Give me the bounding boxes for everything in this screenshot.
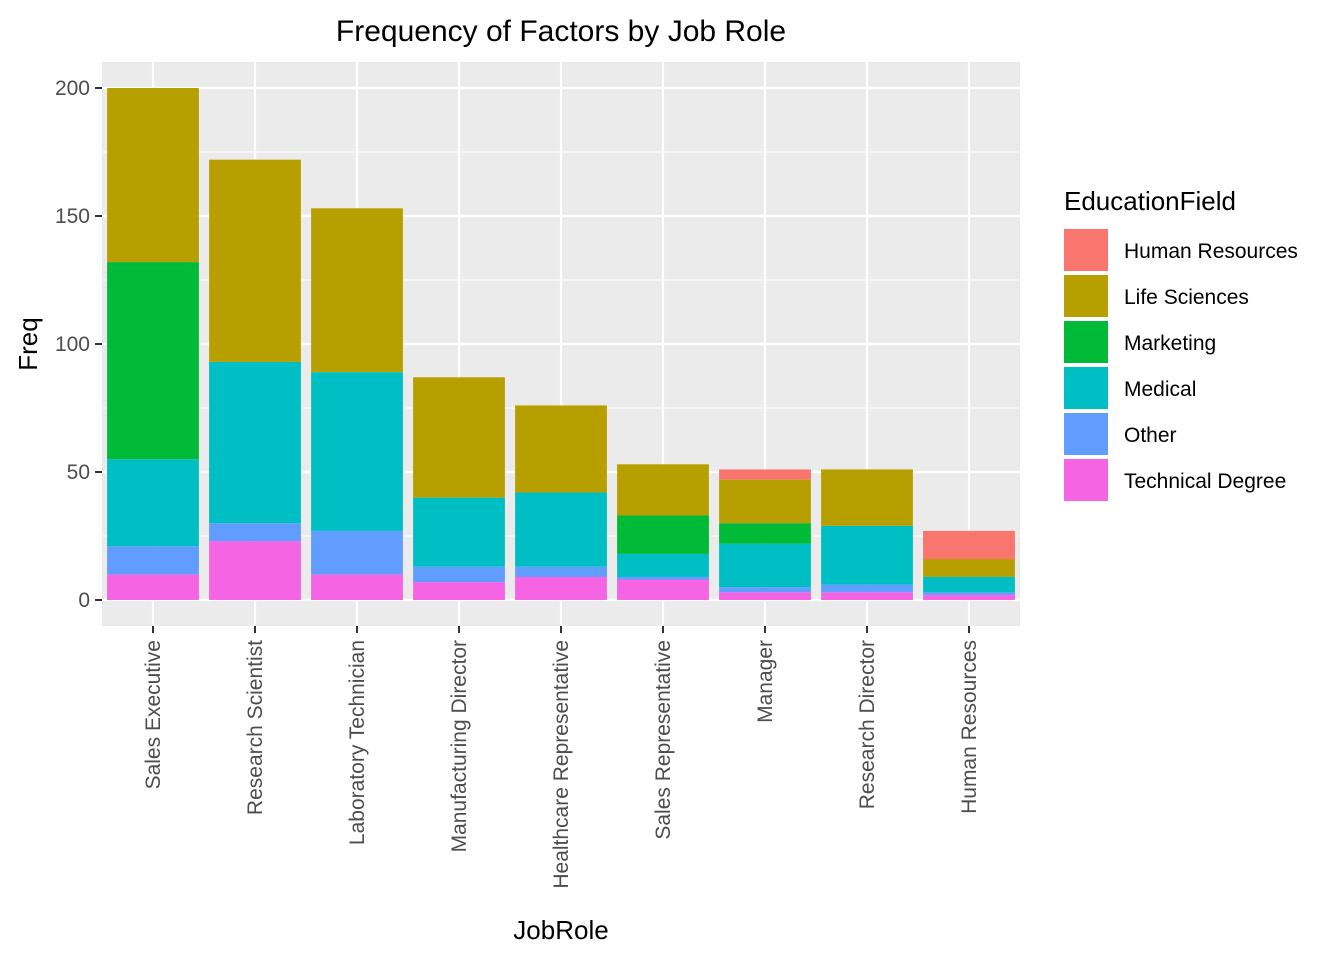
legend-key (1064, 275, 1108, 317)
bar-segment (107, 459, 199, 547)
chart-title: Frequency of Factors by Job Role (336, 15, 786, 48)
bar-segment (107, 88, 199, 263)
bars (107, 88, 1015, 600)
bar-segment (311, 208, 403, 373)
y-axis-title: Freq (13, 317, 43, 370)
legend-key (1064, 459, 1108, 501)
bar-segment (719, 479, 811, 524)
bar-segment (617, 576, 709, 580)
bar-segment (311, 372, 403, 531)
bar-segment (821, 469, 913, 526)
x-tick-label: Manager (754, 640, 777, 723)
bar-segment (923, 576, 1015, 593)
bar-segment (311, 530, 403, 575)
bar-segment (617, 553, 709, 577)
bar-segment (821, 592, 913, 600)
bar-segment (821, 584, 913, 593)
y-tick-label: 100 (55, 333, 90, 356)
bar-segment (209, 523, 301, 542)
bar-segment (617, 464, 709, 516)
y-tick-label: 50 (67, 461, 90, 484)
bar-segment (719, 587, 811, 593)
bar-segment (515, 576, 607, 600)
x-tick-label: Research Scientist (244, 640, 267, 815)
x-axis: Sales Executive Research Scientist Laborat… (142, 626, 981, 889)
bar-segment (209, 159, 301, 362)
x-tick-label: Healthcare Representative (550, 640, 573, 889)
legend-label: Human Resources (1124, 240, 1298, 263)
x-tick-label: Sales Representative (652, 640, 675, 840)
x-tick-label: Human Resources (958, 640, 981, 814)
legend-key (1064, 229, 1108, 271)
legend-key (1064, 413, 1108, 455)
bar-segment (107, 546, 199, 575)
x-tick-label: Manufacturing Director (448, 640, 471, 852)
bar-segment (719, 469, 811, 480)
legend-label: Life Sciences (1124, 286, 1249, 309)
bar-segment (719, 523, 811, 544)
legend-label: Medical (1124, 378, 1196, 401)
legend-key (1064, 367, 1108, 409)
x-tick-label: Laboratory Technician (346, 640, 369, 845)
bar-segment (719, 592, 811, 600)
bar-segment (923, 592, 1015, 595)
bar-segment (413, 497, 505, 567)
bar-segment (719, 543, 811, 588)
legend-label: Technical Degree (1124, 470, 1286, 493)
y-axis: 0 50 100 150 200 (55, 77, 102, 612)
bar-segment (311, 574, 403, 600)
bar-segment (107, 262, 199, 460)
bar-segment (209, 361, 301, 524)
bar-segment (413, 582, 505, 600)
y-tick-label: 200 (55, 77, 90, 100)
legend-label: Marketing (1124, 332, 1216, 355)
legend-key (1064, 321, 1108, 363)
x-axis-title: JobRole (513, 915, 608, 945)
bar-segment (413, 566, 505, 583)
y-tick-label: 150 (55, 205, 90, 228)
bar-segment (209, 541, 301, 600)
bar-segment (923, 559, 1015, 577)
y-tick-label: 0 (78, 589, 90, 612)
bar-segment (107, 574, 199, 600)
bar-segment (515, 405, 607, 493)
x-tick-label: Research Director (856, 640, 879, 809)
bar-segment (923, 530, 1015, 560)
bar-segment (515, 566, 607, 577)
bar-segment (413, 377, 505, 498)
legend-title: EducationField (1064, 186, 1236, 216)
bar-segment (617, 579, 709, 600)
bar-segment (923, 594, 1015, 600)
bar-segment (821, 525, 913, 585)
legend-label: Other (1124, 424, 1177, 447)
x-tick-label: Sales Executive (142, 640, 165, 789)
bar-segment (617, 515, 709, 554)
legend: EducationField Human Resources Life Scien… (1064, 186, 1298, 501)
bar-segment (515, 492, 607, 567)
